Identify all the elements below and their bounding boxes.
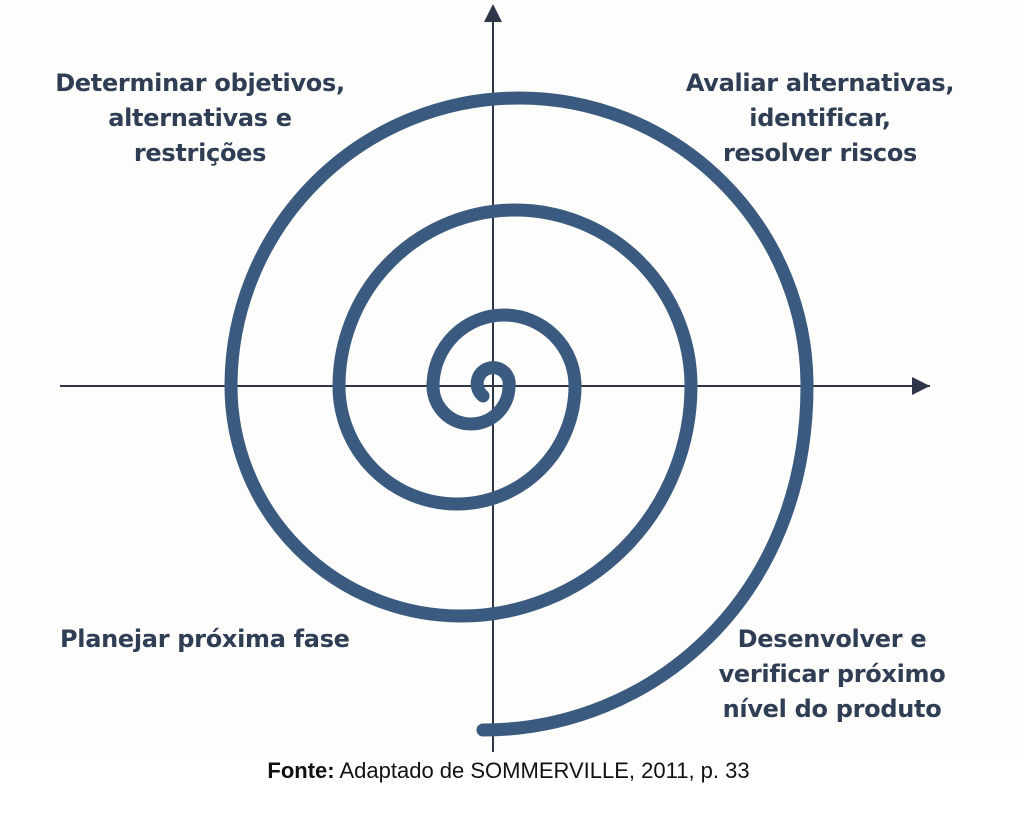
caption-source-text: Adaptado de SOMMERVILLE, 2011, p. 33 — [334, 758, 750, 783]
spiral-model-figure: Determinar objetivos, alternativas e res… — [55, 4, 955, 752]
caption-source-label: Fonte: — [267, 758, 335, 783]
horizontal-axis-arrow-icon — [912, 377, 930, 395]
figure-caption: Fonte: Adaptado de SOMMERVILLE, 2011, p.… — [0, 758, 1017, 784]
spiral-path — [224, 91, 814, 737]
quadrant-label-develop-verify: Desenvolver e verificar próximo nível do… — [718, 625, 946, 723]
quadrant-label-plan-next-phase: Planejar próxima fase — [60, 625, 350, 653]
spiral-diagram — [60, 4, 930, 752]
vertical-axis-arrow-icon — [484, 4, 502, 22]
quadrant-label-evaluate-alternatives: Avaliar alternativas, identificar, resol… — [685, 69, 955, 167]
quadrant-label-determine-objectives: Determinar objetivos, alternativas e res… — [55, 69, 345, 167]
